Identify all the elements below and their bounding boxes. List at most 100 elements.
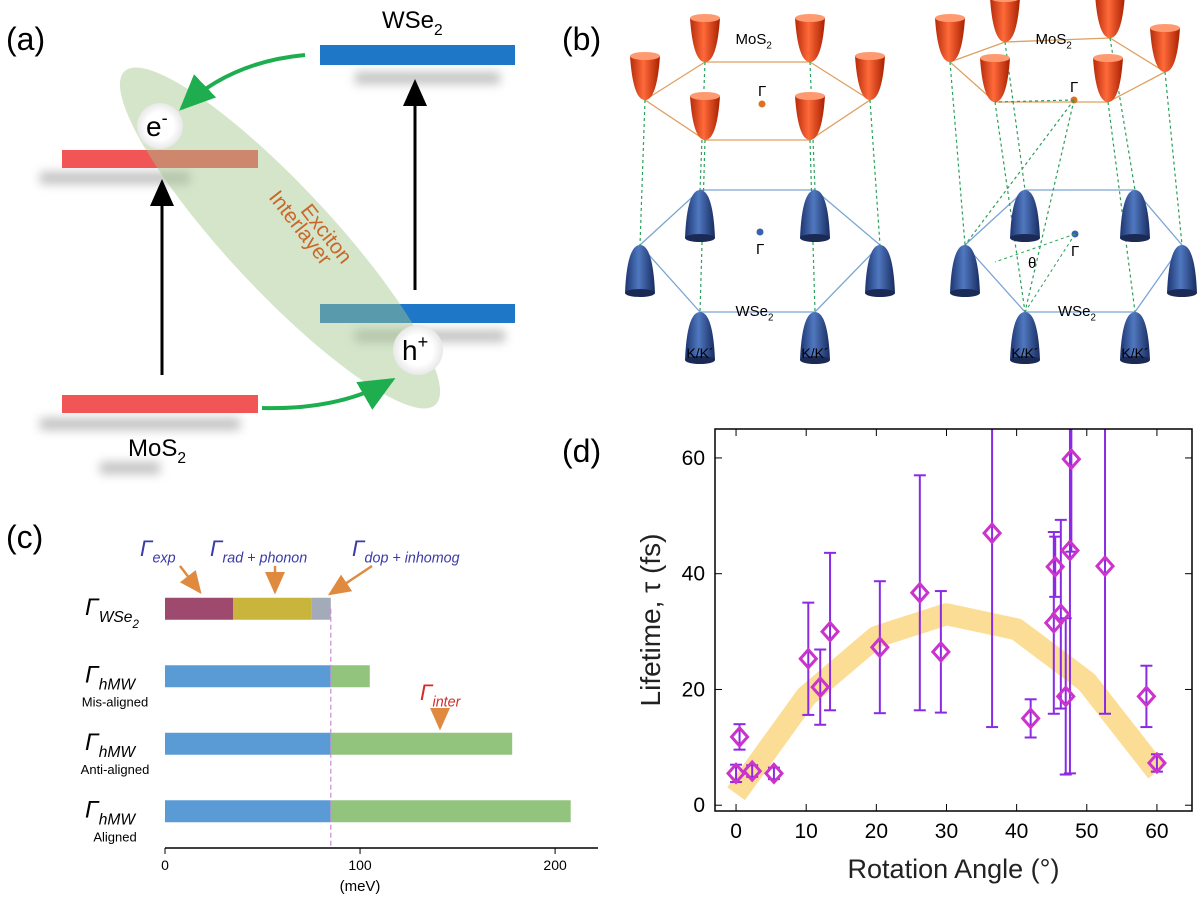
row-label: ΓhMW <box>85 796 136 828</box>
lattice-hexagon <box>645 62 870 140</box>
cone-body <box>865 245 895 293</box>
cone-body <box>950 245 980 293</box>
bar-segment <box>165 665 331 687</box>
cone-body <box>690 18 720 62</box>
valley-cone <box>1167 245 1197 297</box>
gamma-label: Γ <box>1070 79 1078 96</box>
x-tick-label: 60 <box>1145 820 1168 843</box>
cone-top <box>795 14 825 22</box>
dashed-link <box>1165 72 1182 245</box>
panel-label: (d) <box>562 433 601 469</box>
valley-cone <box>1095 0 1125 38</box>
valley-cone <box>1120 190 1150 242</box>
cone-body <box>1095 0 1125 38</box>
layer-label-part: 2 <box>768 313 773 324</box>
valley-cone <box>865 245 895 297</box>
row-note: Mis-aligned <box>82 694 148 709</box>
annotation-part: exp <box>153 551 176 567</box>
cone-body <box>1010 190 1040 238</box>
x-tick-label: 40 <box>1005 820 1028 843</box>
x-tick-label: 0 <box>161 857 169 873</box>
material-label-part: 2 <box>434 22 443 39</box>
dashed-link <box>640 100 645 245</box>
layer-label: MoS2 <box>1036 31 1072 52</box>
panel-label: (b) <box>562 21 601 57</box>
material-label-part: 2 <box>177 450 186 467</box>
cone-top <box>690 92 720 100</box>
x-tick-label: 200 <box>543 857 567 873</box>
row-label-part: WSe <box>99 609 133 626</box>
layer-label-part: 2 <box>1066 41 1071 52</box>
annotation-arrow <box>330 566 372 594</box>
level-bar <box>320 45 515 65</box>
layer-label-part: 2 <box>766 41 771 52</box>
layer-label-part: WSe <box>736 303 769 320</box>
bar-segment <box>331 800 571 822</box>
valley-cone <box>935 14 965 62</box>
row-note: Aligned <box>93 829 136 844</box>
y-tick-label: 0 <box>693 794 705 817</box>
layer-label: WSe2 <box>1058 303 1096 324</box>
hole-label-part: + <box>418 332 429 352</box>
gamma-label: Γ <box>758 83 766 100</box>
valley-cone <box>685 190 715 242</box>
valley-cone <box>690 14 720 62</box>
valley-label: K/K´ <box>686 345 713 361</box>
cone-base <box>1120 234 1150 242</box>
x-tick-label: 30 <box>935 820 958 843</box>
gamma-point <box>757 229 764 236</box>
y-tick-label: 40 <box>682 563 705 586</box>
x-tick-label: 0 <box>730 820 742 843</box>
x-axis-label: Rotation Angle (°) <box>848 854 1060 884</box>
row-label: ΓhMW <box>85 661 136 693</box>
cone-top <box>1150 24 1180 32</box>
cone-body <box>1093 58 1123 102</box>
shadow <box>355 72 500 84</box>
y-tick-label: 20 <box>682 678 705 701</box>
cone-base <box>625 289 655 297</box>
cone-base <box>1167 289 1197 297</box>
y-axis-label: Lifetime, τ (fs) <box>635 534 666 707</box>
row-label-part: 2 <box>131 619 139 631</box>
cone-body <box>795 18 825 62</box>
row-note: Anti-aligned <box>81 762 150 777</box>
row-label-part: hMW <box>99 676 137 693</box>
material-label: WSe2 <box>382 7 443 39</box>
angle-label: θ <box>1028 255 1036 272</box>
cone-body <box>1120 190 1150 238</box>
layer-label-part: MoS <box>1036 31 1067 48</box>
cone-base <box>800 234 830 242</box>
layer-label-part: WSe <box>1058 303 1091 320</box>
cone-top <box>690 14 720 22</box>
x-axis-label: (meV) <box>340 878 381 895</box>
cone-base <box>950 289 980 297</box>
layer-label-part: MoS <box>736 31 767 48</box>
row-label-part: hMW <box>99 744 137 761</box>
valley-label: K/K´ <box>801 345 828 361</box>
layer-label-part: 2 <box>1091 313 1096 324</box>
trend-band <box>736 614 1157 793</box>
material-label-part: WSe <box>382 7 434 34</box>
cone-body <box>1167 245 1197 293</box>
annotation-part: inter <box>433 695 462 711</box>
y-tick-label: 60 <box>682 447 705 470</box>
material-label-part: MoS <box>128 435 177 462</box>
figure: (a)(b)(c)(d)e-h+WSe2MoS2InterlayerExcito… <box>0 0 1204 901</box>
panel-label: (a) <box>6 21 45 57</box>
cone-body <box>685 190 715 238</box>
annotation-part: dop + inhomog <box>365 551 460 567</box>
valley-cone <box>980 54 1010 102</box>
electron-label-part: - <box>162 108 168 128</box>
valley-cone <box>990 0 1020 42</box>
cone-top <box>630 52 660 60</box>
annotation: Γdop + inhomog <box>352 536 460 567</box>
layer-label: WSe2 <box>736 303 774 324</box>
cone-top <box>1093 54 1123 62</box>
valley-label: K/K´ <box>1121 345 1148 361</box>
bar-segment <box>165 598 233 620</box>
hole-label-part: h <box>402 335 418 366</box>
cone-top <box>980 54 1010 62</box>
annotation: Γrad + phonon <box>210 536 307 567</box>
electron-label-part: e <box>146 111 162 142</box>
x-tick-label: 100 <box>348 857 372 873</box>
